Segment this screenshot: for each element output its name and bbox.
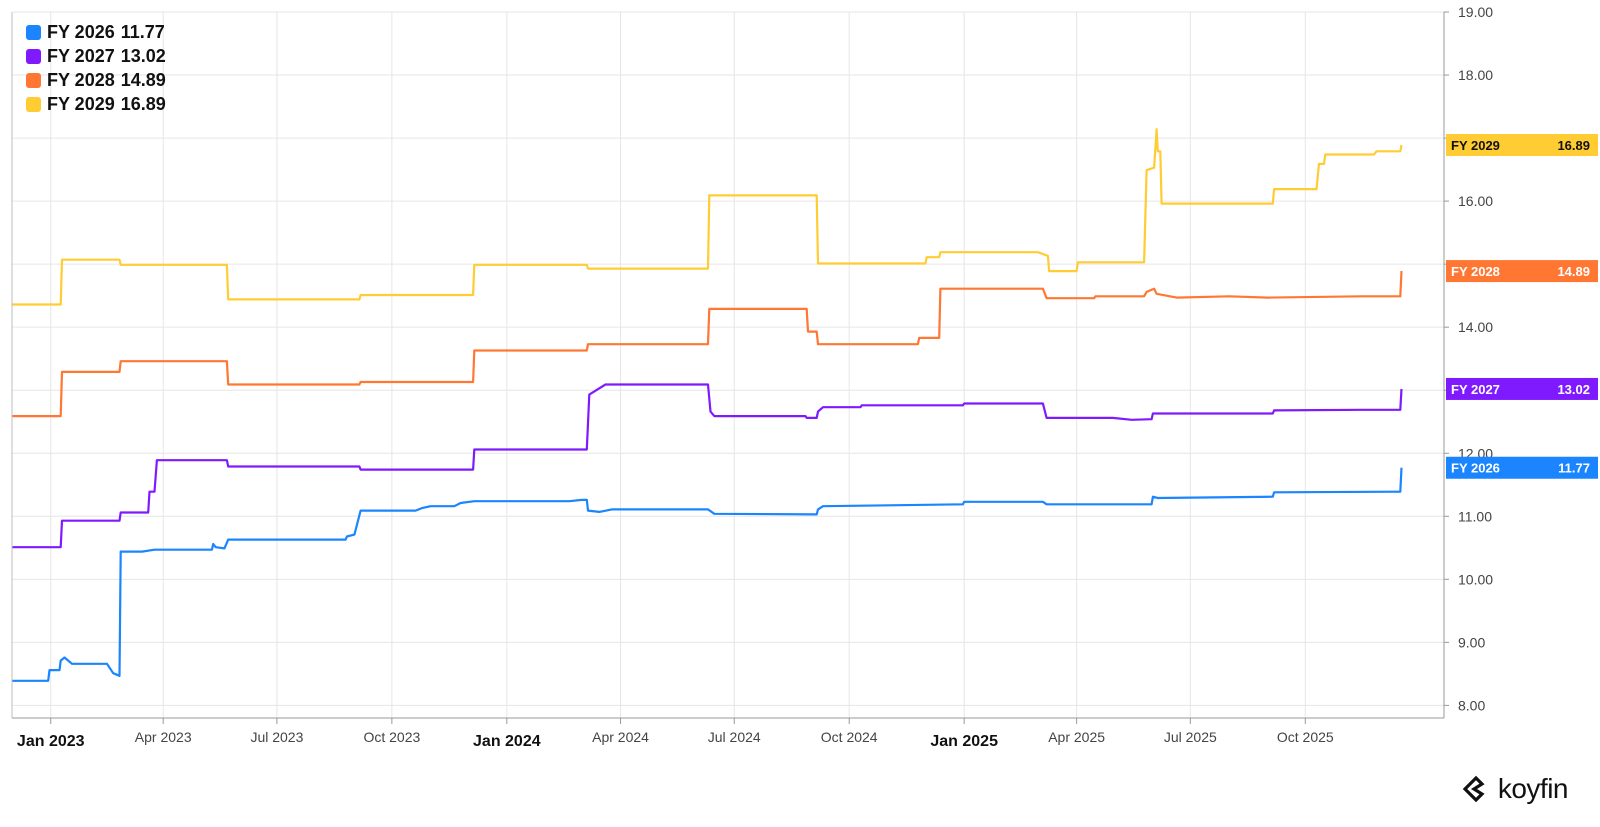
last-value-tag-fy-2028: FY 2028 14.89 [1446, 260, 1598, 283]
series-lines [12, 128, 1403, 682]
x-tick-label: Apr 2023 [135, 729, 192, 745]
last-value-tag-fy-2027: FY 2027 13.02 [1446, 377, 1598, 400]
legend-swatch [26, 96, 41, 112]
tag-value: 16.89 [1557, 138, 1590, 153]
x-tick-label: Jan 2024 [473, 733, 541, 750]
legend-label: FY 2027 [47, 45, 115, 66]
last-value-tag-fy-2026: FY 2026 11.77 [1446, 456, 1598, 479]
y-tick-label: 18.00 [1458, 67, 1493, 83]
y-tick-label: 10.00 [1458, 571, 1493, 587]
y-tick-label: 8.00 [1458, 697, 1485, 713]
y-tick-label: 19.00 [1458, 4, 1493, 20]
tag-value: 13.02 [1557, 382, 1590, 397]
tag-series-name: FY 2026 [1451, 461, 1500, 476]
y-tick-label: 16.00 [1458, 193, 1493, 209]
legend-label: FY 2028 [47, 69, 115, 90]
koyfin-brand: koyfin [1462, 773, 1569, 805]
axes: 8.009.0010.0011.0012.0014.0016.0018.0019… [11, 4, 1493, 750]
tag-background [1446, 134, 1598, 157]
tag-value: 14.89 [1557, 264, 1590, 279]
x-tick-label: Oct 2023 [363, 729, 420, 745]
legend-swatch [26, 48, 41, 64]
y-tick-label: 14.00 [1458, 319, 1493, 335]
y-tick-label: 11.00 [1458, 508, 1492, 524]
tag-background [1446, 260, 1598, 283]
tag-background [1446, 377, 1598, 400]
series-line-fy-2027 [12, 383, 1403, 549]
brand-name: koyfin [1497, 773, 1569, 804]
x-tick-label: Oct 2024 [821, 729, 878, 745]
y-tick-label: 9.00 [1458, 634, 1485, 650]
legend-swatch [26, 72, 41, 88]
legend-item-fy2027[interactable]: FY 2027 13.02 [26, 44, 166, 68]
tag-series-name: FY 2029 [1451, 138, 1500, 153]
x-tick-label: Apr 2024 [592, 729, 649, 745]
legend-value: 11.77 [120, 21, 165, 42]
tag-series-name: FY 2028 [1451, 264, 1500, 279]
legend-swatch [26, 24, 41, 40]
legend-item-fy2028[interactable]: FY 2028 14.89 [26, 68, 166, 92]
tag-background [1446, 456, 1598, 479]
legend-item-fy2026[interactable]: FY 2026 11.77 [26, 20, 166, 44]
x-tick-label: Jul 2025 [1164, 729, 1217, 745]
x-tick-label: Jan 2025 [930, 733, 998, 750]
legend-label: FY 2029 [47, 93, 115, 114]
x-tick-label: Oct 2025 [1277, 729, 1334, 745]
legend-label: FY 2026 [47, 21, 115, 42]
x-tick-label: Jul 2024 [708, 729, 761, 745]
series-line-fy-2029 [12, 128, 1403, 306]
series-line-fy-2026 [12, 467, 1403, 682]
legend-item-fy2029[interactable]: FY 2029 16.89 [26, 92, 166, 116]
koyfin-logo-icon [1462, 775, 1485, 803]
legend-value: 16.89 [120, 93, 166, 114]
series-line-fy-2028 [12, 271, 1403, 418]
legend-value: 14.89 [120, 69, 166, 90]
x-tick-label: Apr 2025 [1048, 729, 1105, 745]
x-tick-label: Jan 2023 [17, 733, 85, 750]
tag-series-name: FY 2027 [1451, 382, 1500, 397]
legend-value: 13.02 [120, 45, 166, 66]
legend: FY 2026 11.77 FY 2027 13.02 FY 2028 14.8… [26, 20, 166, 116]
x-tick-label: Jul 2023 [250, 729, 303, 745]
last-value-tag-fy-2029: FY 2029 16.89 [1446, 134, 1598, 157]
tag-value: 11.77 [1558, 461, 1590, 476]
